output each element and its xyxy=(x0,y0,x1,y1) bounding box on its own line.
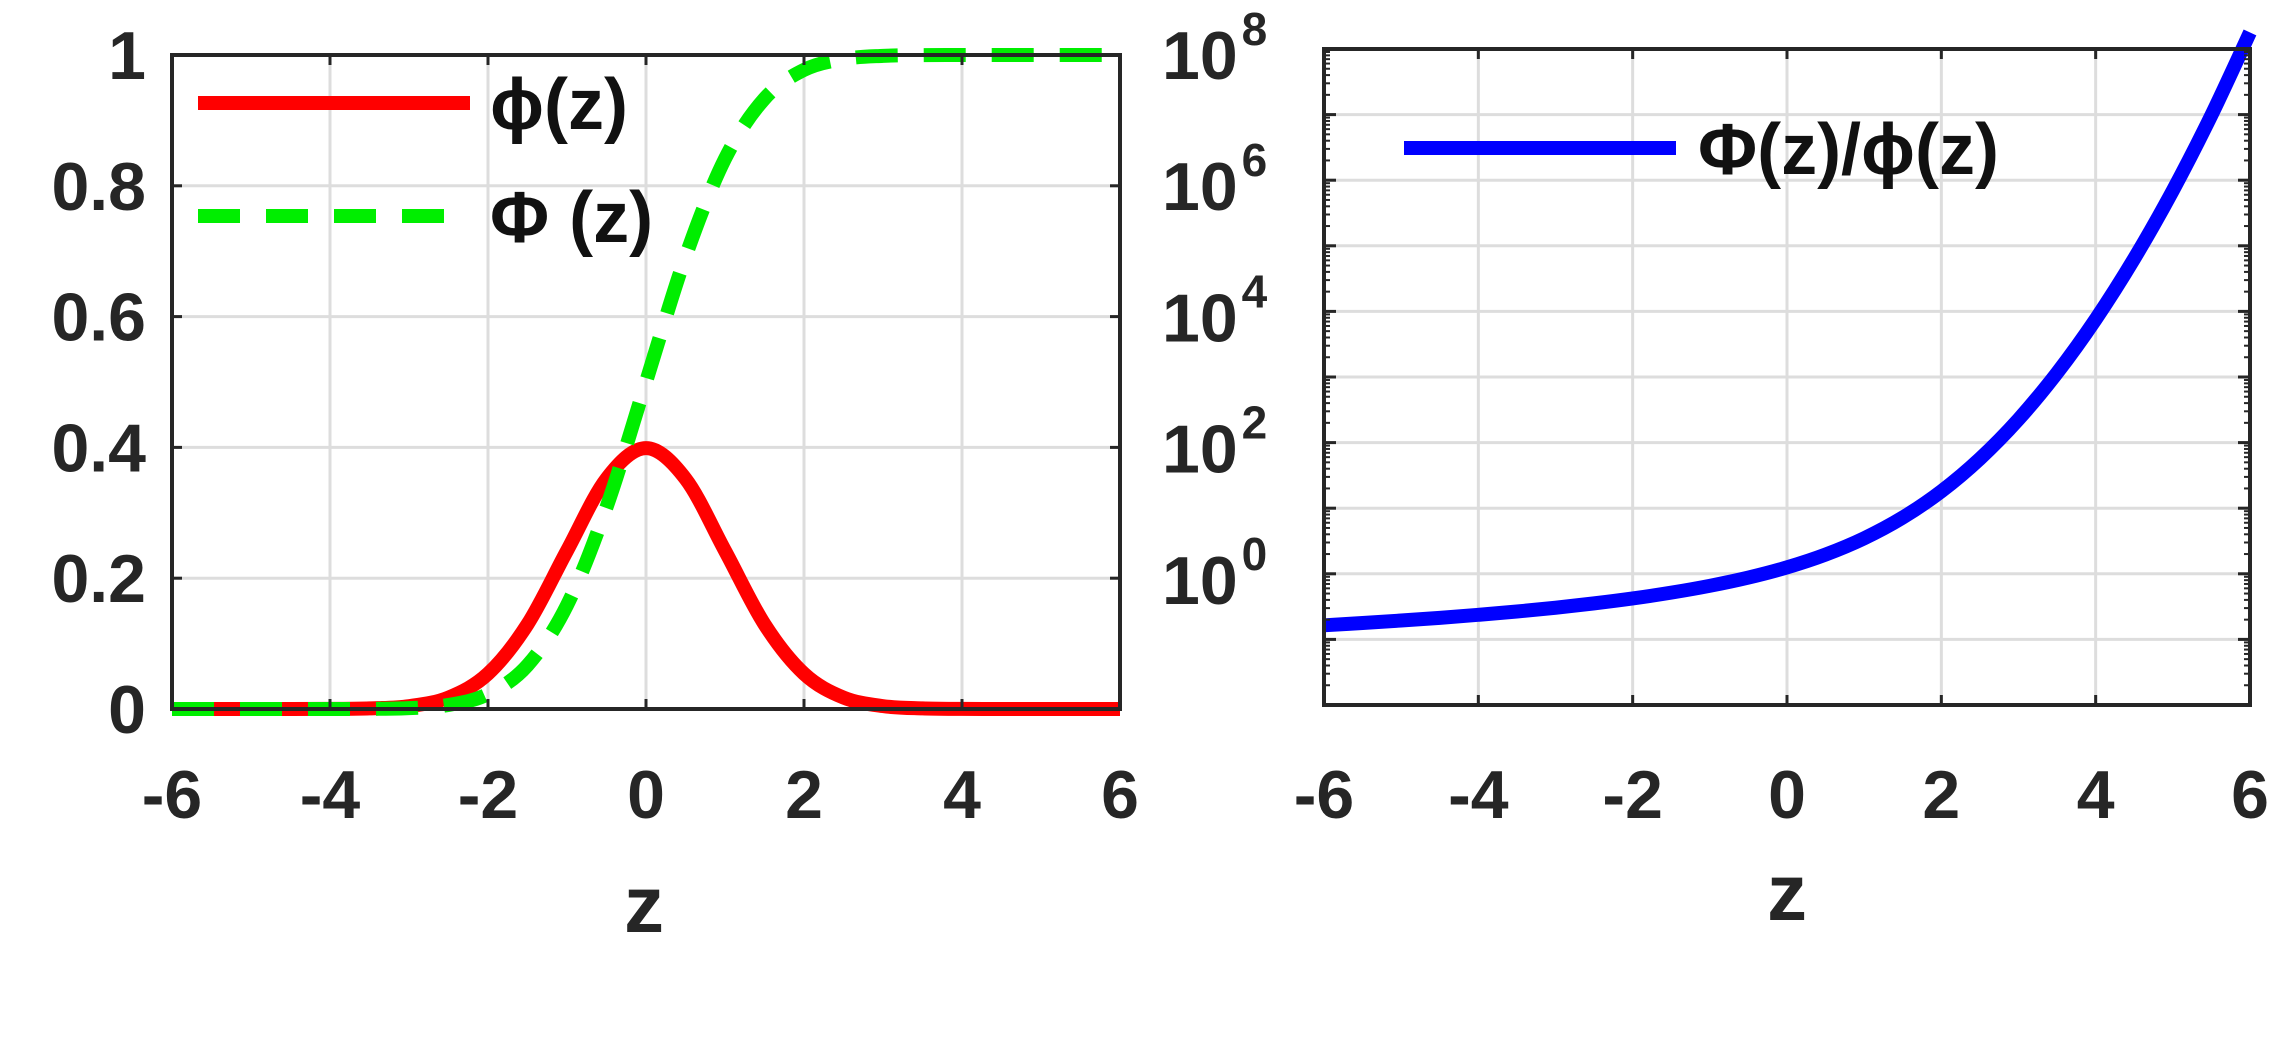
left-tick-marks xyxy=(170,53,1122,711)
right-series-group xyxy=(1323,29,2257,633)
legend-label-phi: ϕ(z) xyxy=(490,65,628,145)
right-legend: Φ(z)/ϕ(z) xyxy=(1404,110,1999,190)
right-y-tick-exponent: 6 xyxy=(1242,134,1268,186)
left-y-tick-label: 0.4 xyxy=(51,410,146,486)
right-y-tick-exponent: 8 xyxy=(1242,3,1268,55)
right-y-tick-exponent: 0 xyxy=(1242,528,1268,580)
left-x-tick-label: 0 xyxy=(627,757,665,833)
left-y-tick-label: 1 xyxy=(108,18,146,94)
right-y-tick-base: 10 xyxy=(1162,543,1238,619)
right-x-tick-label: 0 xyxy=(1768,757,1806,833)
right-y-tick-base: 10 xyxy=(1162,280,1238,356)
right-tick-marks xyxy=(1322,47,2252,707)
legend-label-ratio: Φ(z)/ϕ(z) xyxy=(1698,110,1999,190)
series-line-ratio xyxy=(1323,29,2257,633)
left-x-tick-label: -6 xyxy=(142,757,202,833)
left-y-tick-label: 0.6 xyxy=(51,280,146,356)
left-legend: ϕ(z) Φ (z) xyxy=(198,65,653,258)
left-y-tick-label: 0.8 xyxy=(51,149,146,225)
left-x-tick-label: 2 xyxy=(785,757,823,833)
right-y-tick-exponent: 2 xyxy=(1242,397,1268,449)
right-x-axis-label: z xyxy=(1767,848,1807,937)
right-y-tick-label: 106 xyxy=(1162,134,1267,225)
right-y-tick-label: 108 xyxy=(1162,3,1267,94)
left-y-tick-label: 0 xyxy=(108,672,146,748)
right-y-tick-base: 10 xyxy=(1162,412,1238,488)
right-y-tick-exponent: 4 xyxy=(1242,265,1268,317)
right-y-tick-label: 102 xyxy=(1162,397,1267,488)
right-x-tick-label: 6 xyxy=(2231,757,2269,833)
left-y-tick-labels: 0 0.2 0.4 0.6 0.8 1 xyxy=(51,18,146,748)
left-x-tick-label: 4 xyxy=(943,757,981,833)
legend-label-Phi: Φ (z) xyxy=(490,178,653,258)
right-x-tick-label: -6 xyxy=(1294,757,1354,833)
right-y-tick-label: 100 xyxy=(1162,528,1267,619)
right-y-tick-base: 10 xyxy=(1162,18,1238,94)
left-y-tick-label: 0.2 xyxy=(51,541,146,617)
right-x-tick-label: 2 xyxy=(1922,757,1960,833)
right-x-tick-label: 4 xyxy=(2077,757,2115,833)
right-y-tick-label: 104 xyxy=(1162,265,1268,356)
right-x-tick-label: -2 xyxy=(1602,757,1662,833)
right-x-tick-label: -4 xyxy=(1448,757,1509,833)
left-x-tick-label: -4 xyxy=(300,757,361,833)
right-x-tick-labels: -6 -4 -2 0 2 4 6 xyxy=(1294,757,2269,833)
left-x-axis-label: z xyxy=(624,860,664,949)
left-x-tick-label: -2 xyxy=(458,757,518,833)
left-x-tick-label: 6 xyxy=(1101,757,1139,833)
left-chart: -6 -4 -2 0 2 4 6 0 0.2 0.4 0.6 0.8 1 z ϕ(z) Φ (z) xyxy=(51,18,1138,949)
left-x-tick-labels: -6 -4 -2 0 2 4 6 xyxy=(142,757,1139,833)
right-y-tick-base: 10 xyxy=(1162,149,1238,225)
